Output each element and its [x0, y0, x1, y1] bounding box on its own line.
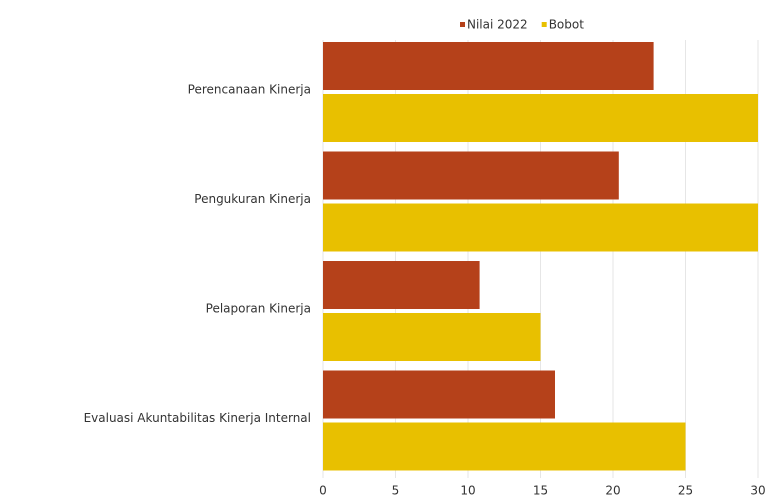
x-tick-label: 0: [319, 484, 327, 498]
x-tick-label: 25: [678, 484, 693, 498]
x-tick-label: 30: [750, 484, 765, 498]
y-tick-label: Pelaporan Kinerja: [206, 302, 311, 316]
x-tick-label: 20: [605, 484, 620, 498]
y-tick-label: Perencanaan Kinerja: [188, 83, 311, 97]
legend-label: Nilai 2022: [467, 18, 528, 32]
bar: [323, 422, 686, 471]
bar: [323, 370, 555, 419]
legend-label: Bobot: [549, 18, 585, 32]
bar: [323, 94, 758, 142]
bar: [323, 203, 758, 252]
x-tick-label: 5: [392, 484, 400, 498]
x-tick-label: 10: [460, 484, 475, 498]
bar: [323, 313, 541, 361]
bar: [323, 151, 619, 200]
legend-marker: [541, 22, 547, 27]
y-tick-label: Pengukuran Kinerja: [194, 192, 311, 206]
x-tick-label: 15: [533, 484, 548, 498]
bar: [323, 261, 480, 309]
bar: [323, 42, 654, 90]
legend-marker: [460, 22, 465, 27]
y-tick-label: Evaluasi Akuntabilitas Kinerja Internal: [84, 411, 311, 425]
